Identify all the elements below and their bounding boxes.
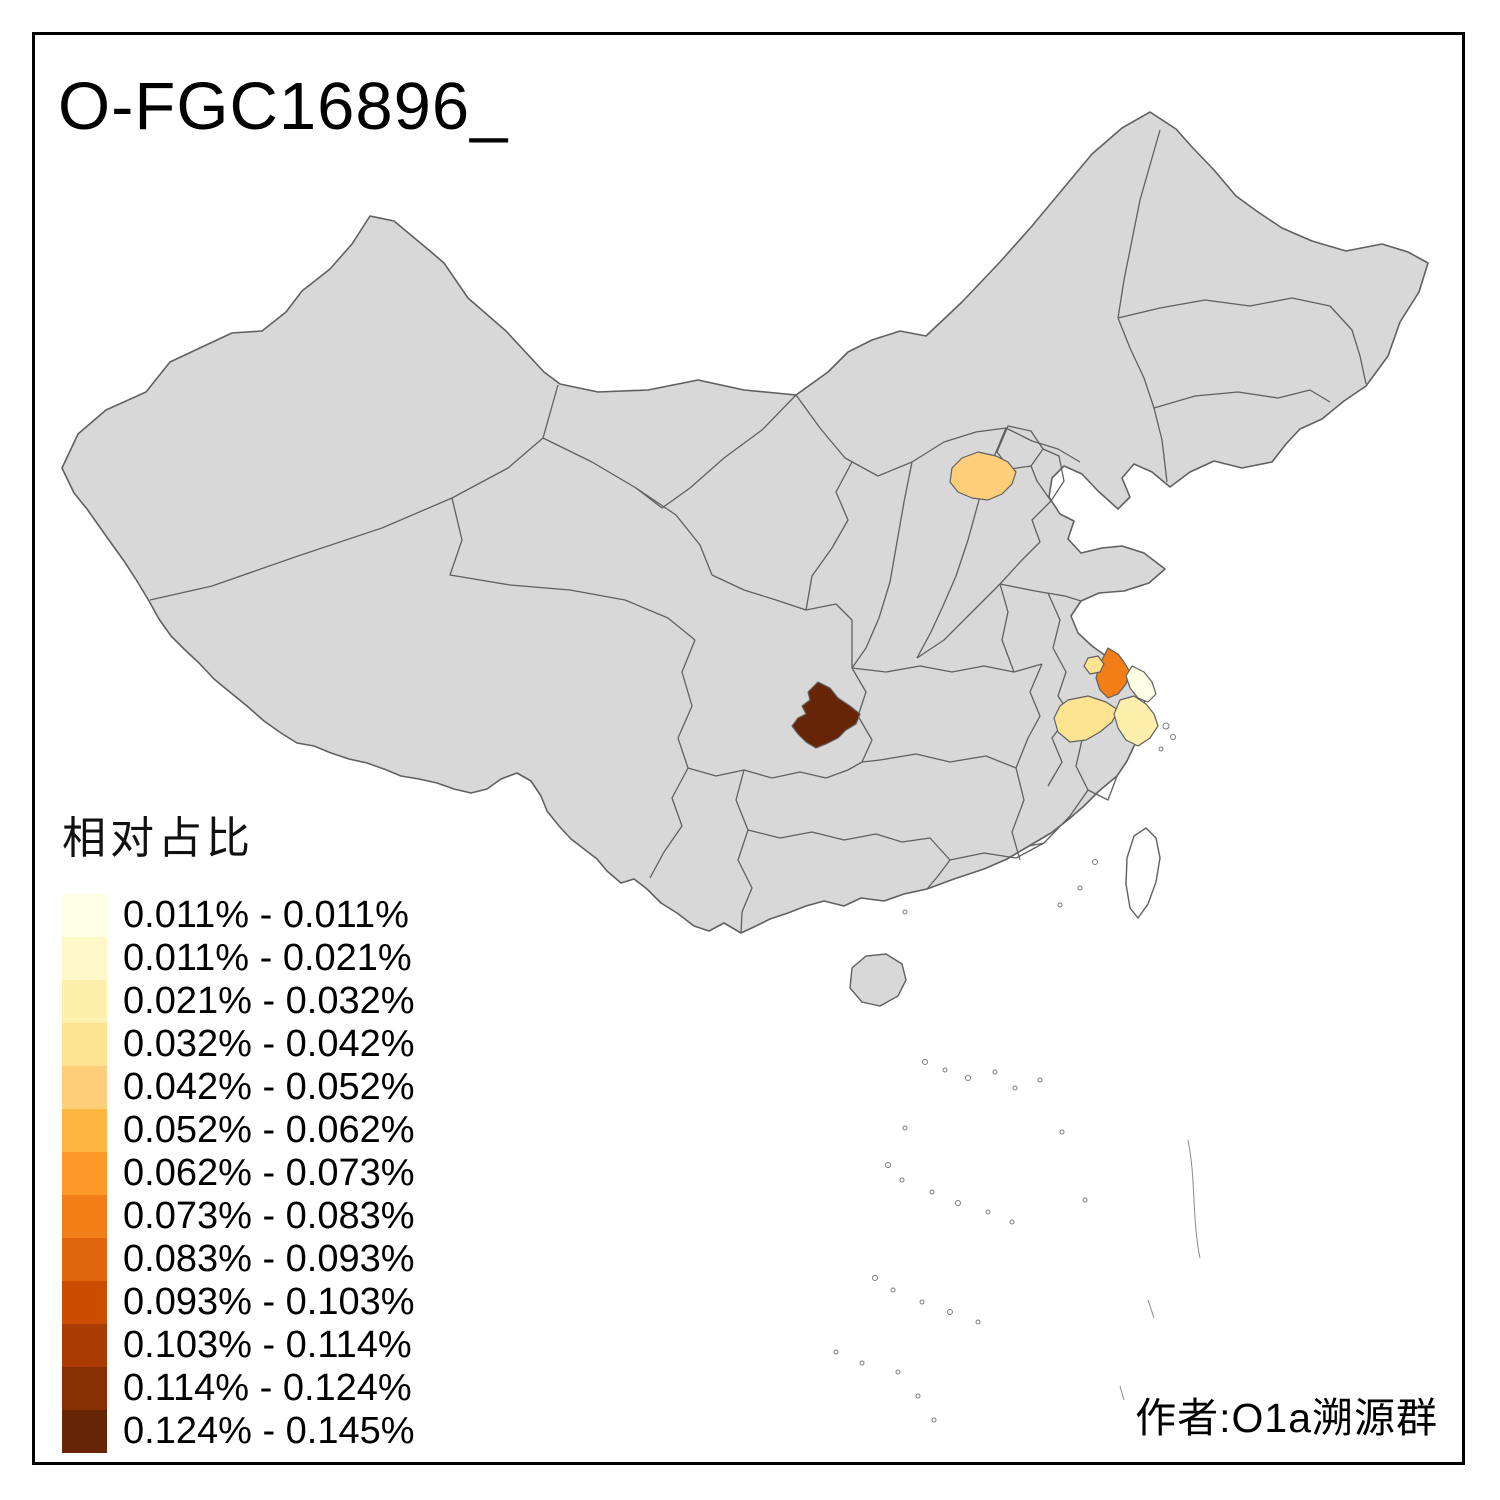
legend-row: 0.124% - 0.145% — [62, 1410, 415, 1453]
map-legend: 相对占比 0.011% - 0.011% 0.011% - 0.021% 0.0… — [62, 802, 415, 1453]
legend-label: 0.021% - 0.032% — [123, 980, 415, 1022]
legend-swatch — [62, 937, 107, 980]
legend-label: 0.052% - 0.062% — [123, 1109, 415, 1151]
legend-label: 0.124% - 0.145% — [123, 1410, 415, 1452]
legend-swatch — [62, 980, 107, 1023]
region-jiangsu-wuxi — [1083, 655, 1105, 675]
legend-swatch — [62, 894, 107, 937]
region-shanghai — [1125, 665, 1157, 703]
region-chongqing — [791, 681, 861, 749]
region-zhejiang-east — [1113, 695, 1159, 747]
legend-label: 0.073% - 0.083% — [123, 1195, 415, 1237]
legend-label: 0.103% - 0.114% — [123, 1324, 412, 1366]
legend-swatch — [62, 1238, 107, 1281]
legend-label: 0.093% - 0.103% — [123, 1281, 415, 1323]
province-borders — [149, 129, 1367, 934]
page-title: O-FGC16896_ — [58, 69, 509, 144]
legend-row: 0.011% - 0.021% — [62, 937, 415, 980]
legend-label: 0.062% - 0.073% — [123, 1152, 415, 1194]
legend-label: 0.083% - 0.093% — [123, 1238, 415, 1280]
legend-rows: 0.011% - 0.011% 0.011% - 0.021% 0.021% -… — [62, 894, 415, 1453]
legend-swatch — [62, 1195, 107, 1238]
legend-row: 0.062% - 0.073% — [62, 1152, 415, 1195]
legend-label: 0.114% - 0.124% — [123, 1367, 412, 1409]
legend-row: 0.083% - 0.093% — [62, 1238, 415, 1281]
legend-title: 相对占比 — [62, 814, 254, 863]
legend-swatch — [62, 1367, 107, 1410]
legend-row: 0.021% - 0.032% — [62, 980, 415, 1023]
legend-row: 0.032% - 0.042% — [62, 1023, 415, 1066]
region-hebei-central — [949, 451, 1017, 501]
legend-label: 0.032% - 0.042% — [123, 1023, 415, 1065]
region-jiangsu-suzhou — [1095, 647, 1131, 699]
legend-row: 0.073% - 0.083% — [62, 1195, 415, 1238]
legend-row: 0.114% - 0.124% — [62, 1367, 415, 1410]
legend-swatch — [62, 1152, 107, 1195]
legend-label: 0.011% - 0.021% — [123, 937, 412, 979]
legend-label: 0.011% - 0.011% — [123, 894, 409, 936]
legend-swatch — [62, 1023, 107, 1066]
distant-coast-fragments — [1119, 1139, 1201, 1401]
taiwan-island — [1125, 827, 1161, 920]
legend-row: 0.093% - 0.103% — [62, 1281, 415, 1324]
highlight-regions — [791, 451, 1159, 749]
legend-row: 0.052% - 0.062% — [62, 1109, 415, 1152]
hainan-island — [849, 953, 907, 1007]
legend-swatch — [62, 1066, 107, 1109]
legend-row: 0.103% - 0.114% — [62, 1324, 415, 1367]
author-credit: 作者:O1a溯源群 — [1135, 1395, 1438, 1441]
legend-row: 0.042% - 0.052% — [62, 1066, 415, 1109]
south-china-sea-islets — [833, 722, 1176, 1423]
legend-swatch — [62, 1109, 107, 1152]
legend-swatch — [62, 1324, 107, 1367]
legend-swatch — [62, 1281, 107, 1324]
legend-label: 0.042% - 0.052% — [123, 1066, 415, 1108]
legend-swatch — [62, 1410, 107, 1453]
legend-row: 0.011% - 0.011% — [62, 894, 415, 937]
region-zhejiang-north — [1053, 695, 1119, 743]
